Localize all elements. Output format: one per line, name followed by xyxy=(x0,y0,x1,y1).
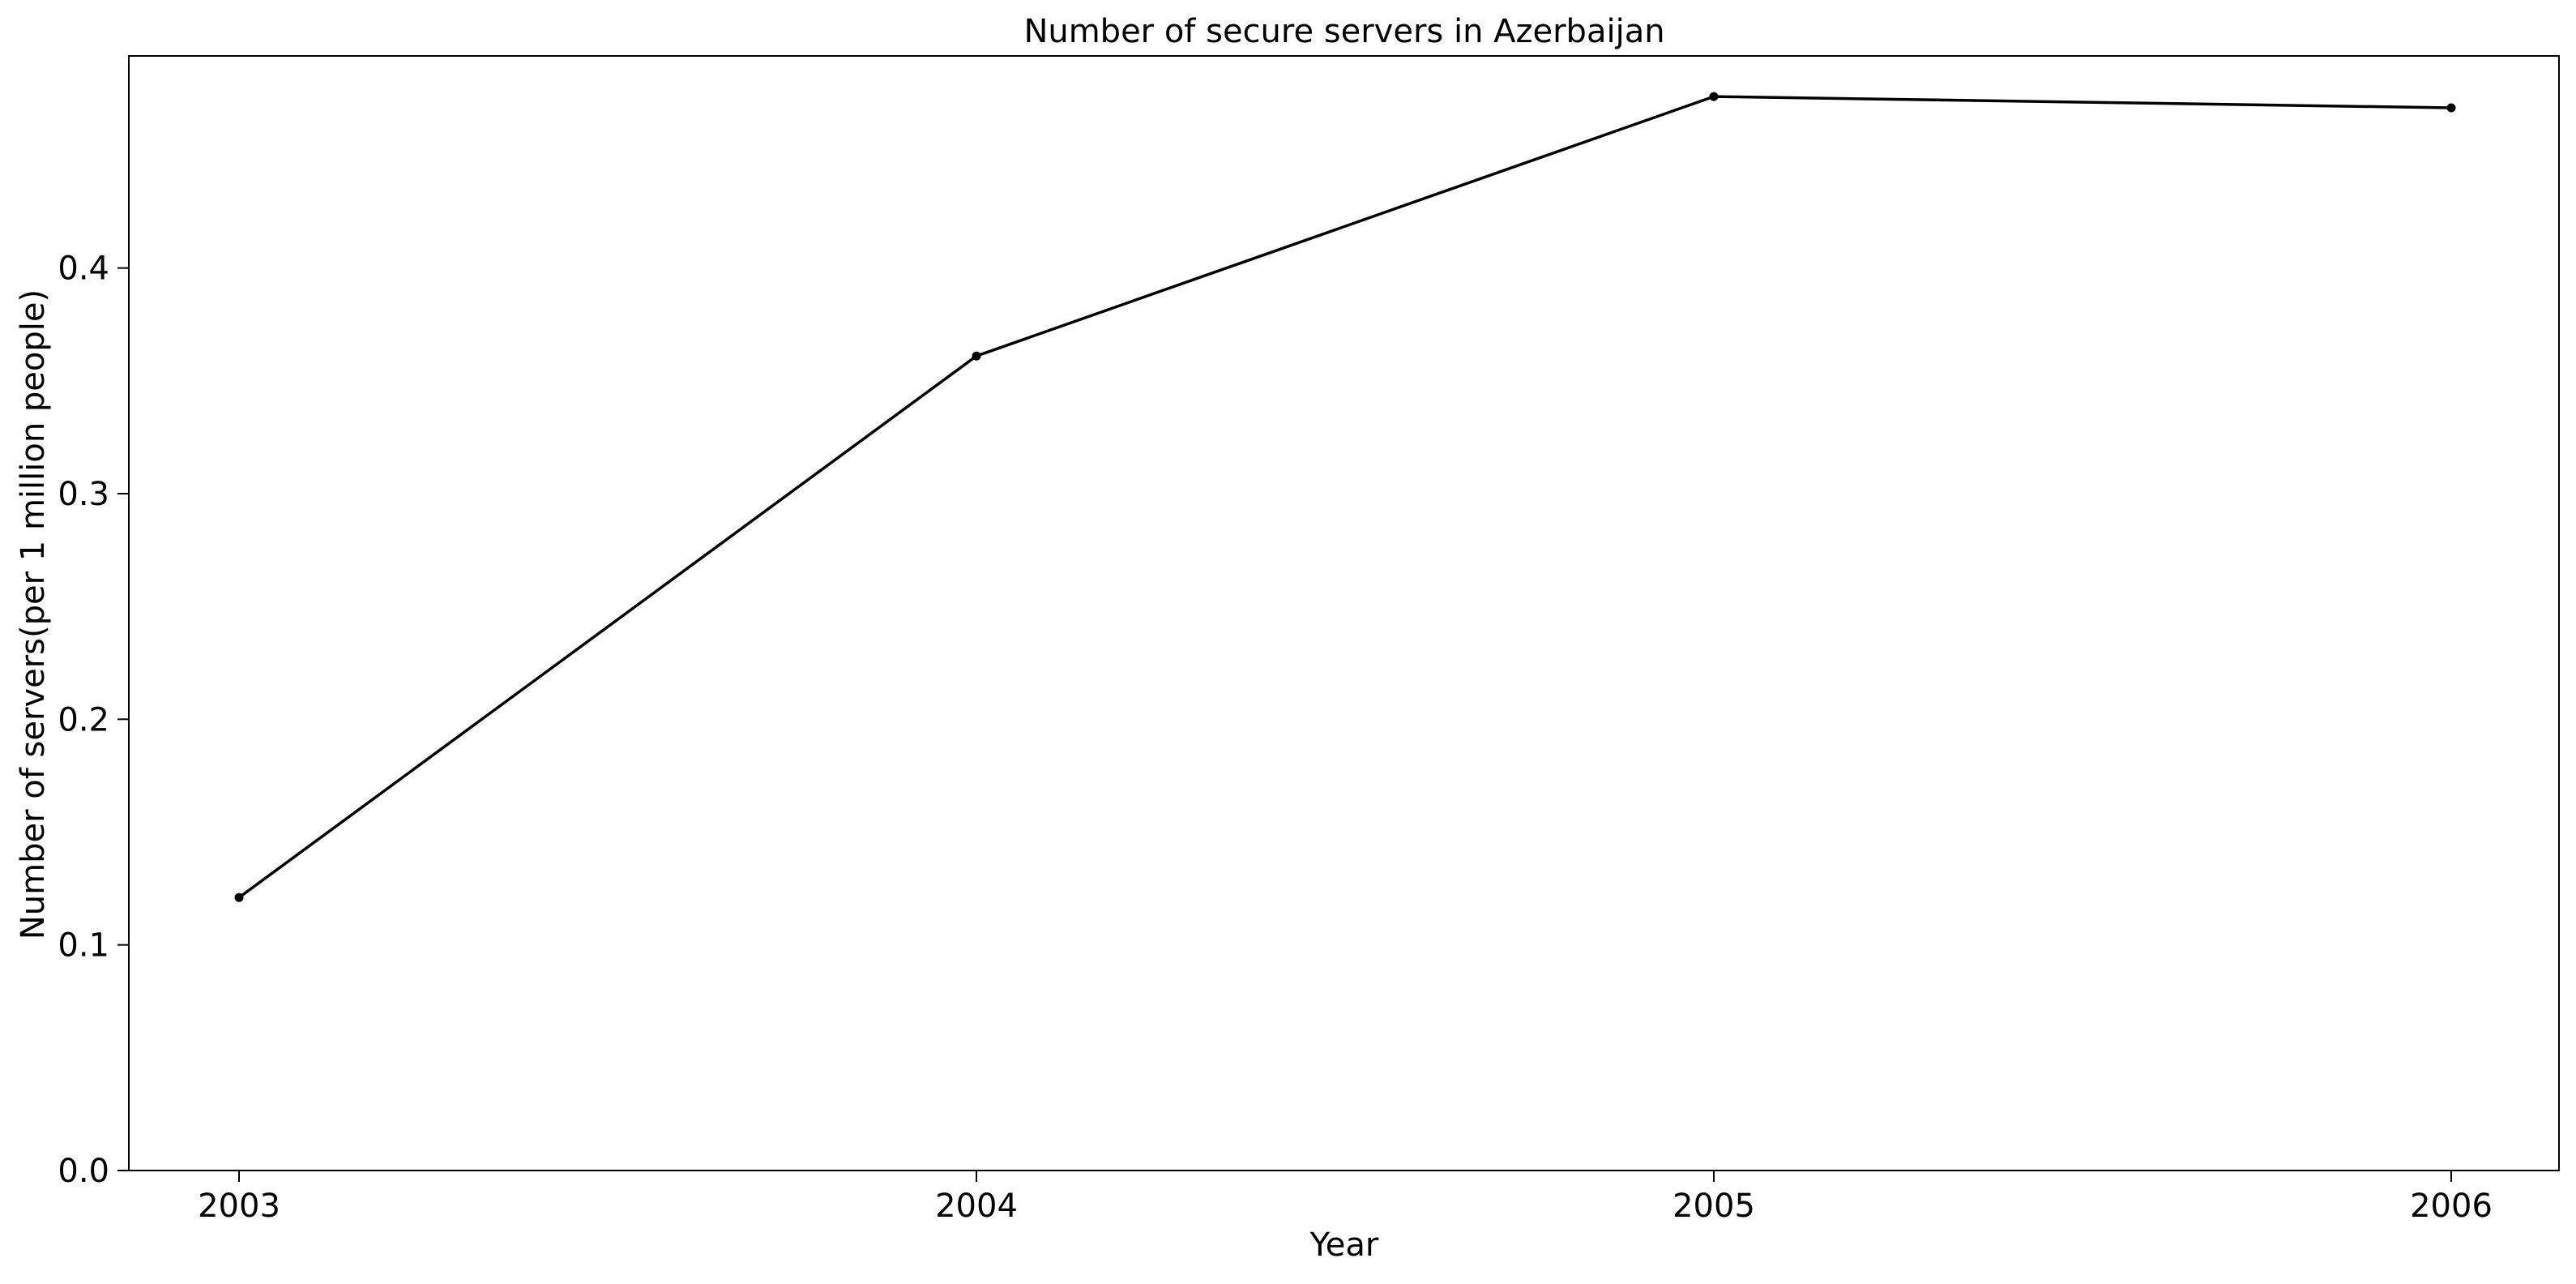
y-tick-label: 0.0 xyxy=(58,1153,109,1190)
data-point-2005 xyxy=(1709,92,1719,101)
y-tick-label: 0.2 xyxy=(58,701,109,738)
data-point-2003 xyxy=(234,892,244,902)
y-tick-label: 0.3 xyxy=(58,476,109,513)
x-axis-label: Year xyxy=(1309,1226,1379,1264)
y-tick-label: 0.1 xyxy=(58,927,109,965)
series-layer xyxy=(234,92,2456,902)
x-tick-label: 2004 xyxy=(935,1188,1018,1225)
x-tick-label: 2006 xyxy=(2410,1188,2493,1225)
y-tick-label: 0.4 xyxy=(58,250,109,288)
ticks-layer: 2003 2004 2005 2006 0.0 0.1 0.2 0.3 0.4 xyxy=(58,250,2493,1225)
chart-title: Number of secure servers in Azerbaijan xyxy=(1023,13,1664,50)
series-line xyxy=(237,95,2452,899)
x-tick-label: 2005 xyxy=(1672,1188,1755,1225)
plot-frame xyxy=(128,55,2560,1171)
data-point-2006 xyxy=(2446,103,2456,113)
data-point-2004 xyxy=(972,351,981,361)
y-axis-label: Number of servers(per 1 million people) xyxy=(15,289,52,939)
x-tick-label: 2003 xyxy=(198,1188,280,1225)
